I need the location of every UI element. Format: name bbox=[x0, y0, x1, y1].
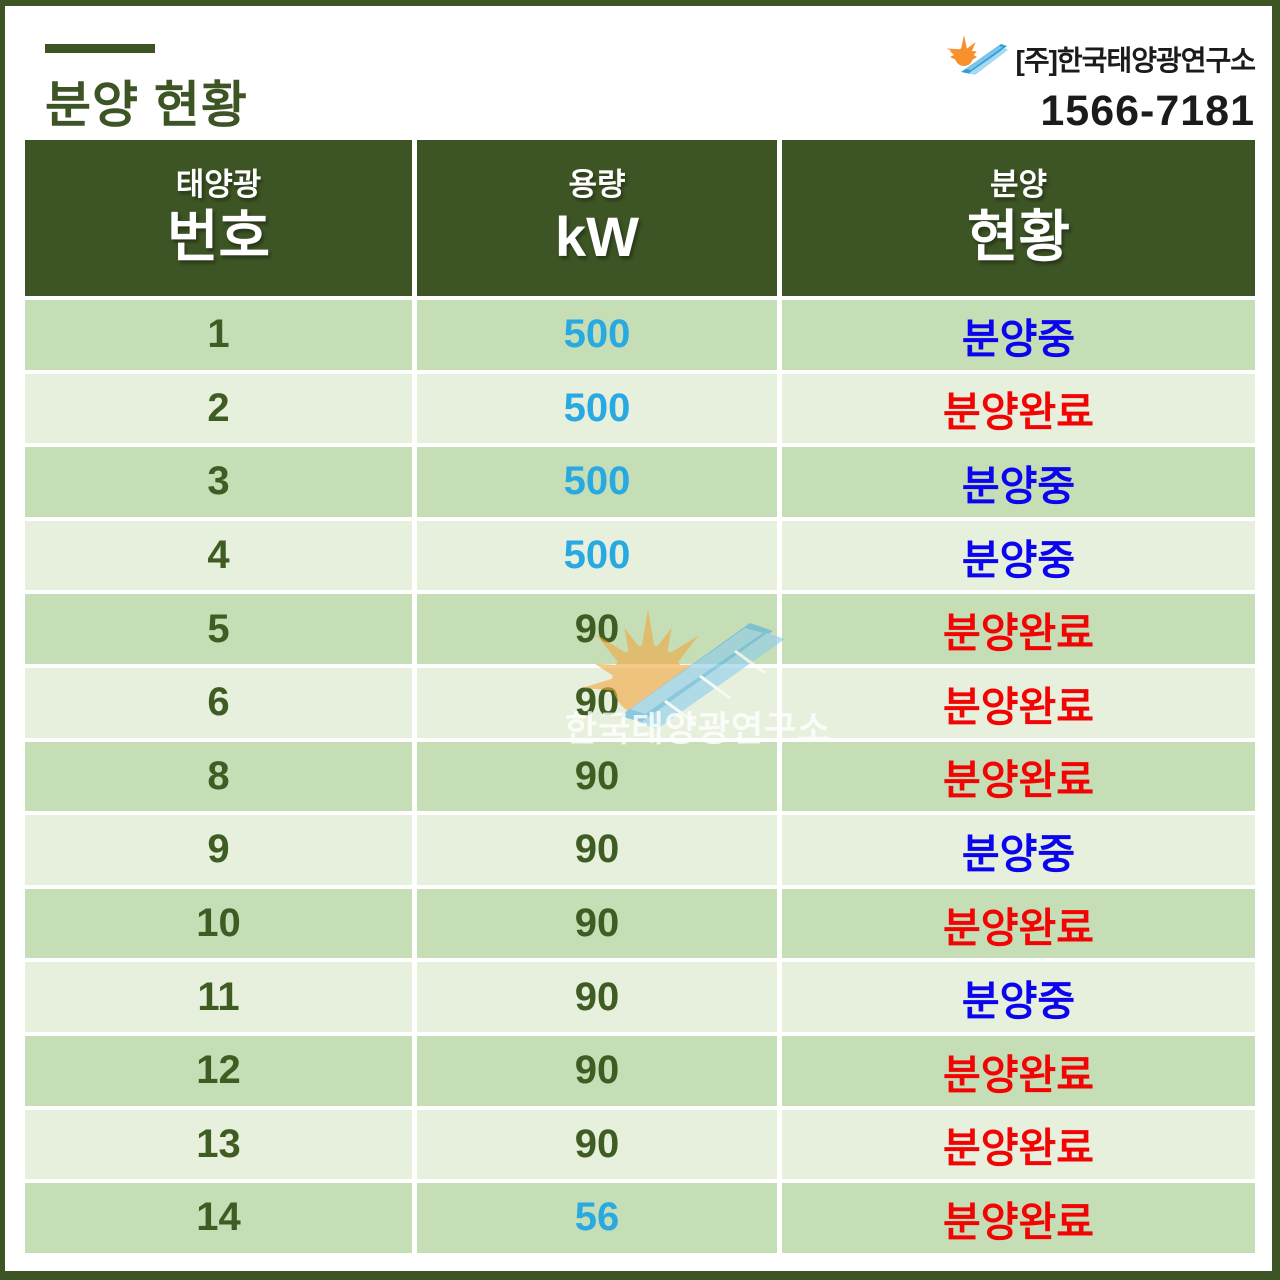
cell-status: 분양중 bbox=[782, 815, 1255, 885]
cell-status: 분양중 bbox=[782, 300, 1255, 370]
cell-capacity: 90 bbox=[417, 888, 777, 959]
table-header-row: 태양광 번호 용량 kW 분양 현황 bbox=[25, 140, 1255, 296]
table-row: 3 500 분양중 bbox=[25, 447, 1255, 517]
table-row: 6 90 분양완료 bbox=[25, 667, 1255, 738]
cell-solar-number: 9 bbox=[25, 815, 412, 885]
cell-solar-number: 12 bbox=[25, 1035, 412, 1106]
cell-capacity: 90 bbox=[417, 741, 777, 812]
cell-solar-number: 5 bbox=[25, 594, 412, 664]
cell-solar-number: 13 bbox=[25, 1109, 412, 1180]
table-row: 12 90 분양완료 bbox=[25, 1035, 1255, 1106]
cell-capacity: 500 bbox=[417, 520, 777, 591]
cell-status: 분양완료 bbox=[782, 667, 1255, 738]
cell-status: 분양완료 bbox=[782, 888, 1255, 959]
cell-status: 분양완료 bbox=[782, 1109, 1255, 1180]
company-name: [주]한국태양광연구소 bbox=[1015, 44, 1256, 76]
table-row: 5 90 분양완료 bbox=[25, 594, 1255, 664]
header-solar-number: 태양광 번호 bbox=[25, 140, 412, 296]
cell-status: 분양완료 bbox=[782, 594, 1255, 664]
title-block: 분양 현황 bbox=[45, 44, 248, 137]
solar-sun-panel-logo-icon bbox=[945, 32, 1011, 85]
cell-status: 분양중 bbox=[782, 962, 1255, 1032]
cell-capacity: 500 bbox=[417, 300, 777, 370]
cell-capacity: 500 bbox=[417, 373, 777, 444]
table-row: 9 90 분양중 bbox=[25, 815, 1255, 885]
cell-capacity: 90 bbox=[417, 667, 777, 738]
cell-solar-number: 4 bbox=[25, 520, 412, 591]
cell-capacity: 56 bbox=[417, 1183, 777, 1253]
header-capacity: 용량 kW bbox=[417, 140, 777, 296]
phone-number: 1566-7181 bbox=[1040, 87, 1255, 135]
cell-solar-number: 11 bbox=[25, 962, 412, 1032]
cell-solar-number: 14 bbox=[25, 1183, 412, 1253]
table-row: 1 500 분양중 bbox=[25, 300, 1255, 370]
cell-solar-number: 1 bbox=[25, 300, 412, 370]
cell-status: 분양완료 bbox=[782, 373, 1255, 444]
table-row: 4 500 분양중 bbox=[25, 520, 1255, 591]
cell-status: 분양완료 bbox=[782, 741, 1255, 812]
cell-capacity: 90 bbox=[417, 1035, 777, 1106]
cell-solar-number: 8 bbox=[25, 741, 412, 812]
cell-capacity: 90 bbox=[417, 962, 777, 1032]
allocation-table: 태양광 번호 용량 kW 분양 현황 1 500 분양중 2 500 분양완료 … bbox=[25, 140, 1255, 1253]
table-row: 11 90 분양중 bbox=[25, 962, 1255, 1032]
cell-status: 분양완료 bbox=[782, 1183, 1255, 1253]
table-row: 8 90 분양완료 bbox=[25, 741, 1255, 812]
header-status: 분양 현황 bbox=[782, 140, 1255, 296]
title-accent-dash bbox=[45, 44, 155, 53]
cell-status: 분양중 bbox=[782, 520, 1255, 591]
cell-status: 분양중 bbox=[782, 447, 1255, 517]
table-row: 2 500 분양완료 bbox=[25, 373, 1255, 444]
table-row: 14 56 분양완료 bbox=[25, 1183, 1255, 1253]
cell-capacity: 90 bbox=[417, 815, 777, 885]
table-row: 10 90 분양완료 bbox=[25, 888, 1255, 959]
cell-capacity: 90 bbox=[417, 1109, 777, 1180]
cell-solar-number: 6 bbox=[25, 667, 412, 738]
cell-status: 분양완료 bbox=[782, 1035, 1255, 1106]
cell-solar-number: 2 bbox=[25, 373, 412, 444]
cell-capacity: 500 bbox=[417, 447, 777, 517]
cell-solar-number: 3 bbox=[25, 447, 412, 517]
brand-block: [주]한국태양광연구소 1566-7181 bbox=[945, 32, 1256, 136]
table-row: 13 90 분양완료 bbox=[25, 1109, 1255, 1180]
cell-capacity: 90 bbox=[417, 594, 777, 664]
cell-solar-number: 10 bbox=[25, 888, 412, 959]
page-title: 분양 현황 bbox=[45, 77, 248, 133]
